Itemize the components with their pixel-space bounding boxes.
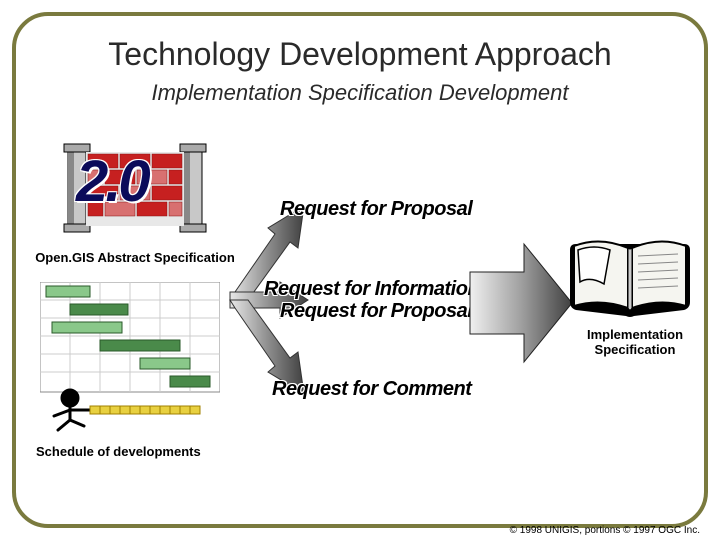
request-for-proposal-2: Request for Proposal [280, 300, 472, 323]
request-for-proposal-1: Request for Proposal [280, 198, 472, 221]
slide-title: Technology Development Approach [0, 36, 720, 73]
version-number: 2.0 [76, 148, 148, 215]
abstract-spec-label: Open.GIS Abstract Specification [30, 250, 240, 265]
schedule-gantt-graphic [40, 282, 220, 432]
request-for-comment: Request for Comment [272, 378, 471, 401]
slide-subtitle: Implementation Specification Development [0, 80, 720, 106]
copyright-text: © 1998 UNIGIS, portions © 1997 OGC Inc. [510, 525, 700, 536]
implementation-spec-label: Implementation Specification [570, 328, 700, 358]
version-brick-graphic: 2.0 [60, 130, 210, 240]
schedule-label: Schedule of developments [36, 444, 201, 459]
open-book-icon [560, 222, 700, 322]
request-for-information: Request for Information [264, 278, 479, 301]
